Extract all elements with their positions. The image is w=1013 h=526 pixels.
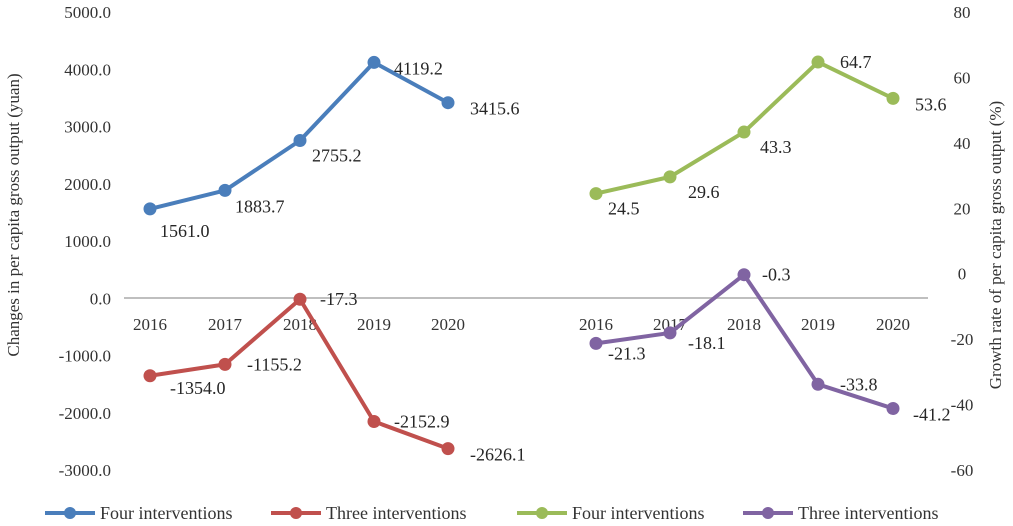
data-point [143,369,157,383]
data-label: 2755.2 [312,146,362,166]
data-label: 1883.7 [235,196,285,216]
data-label: 3415.6 [470,99,520,119]
axes-layer: 5000.0 4000.0 3000.0 2000.0 1000.0 0.0 -1000.0… [4,3,1005,480]
data-point [293,292,307,306]
left-axis-tick-label: 0.0 [90,289,111,308]
right-axis-tick-label: 20 [954,199,971,218]
left-axis-tick-label: -1000.0 [59,347,111,366]
data-label: 64.7 [840,52,872,72]
right-group-x-tick-label: 2019 [801,315,835,334]
legend-swatch-marker [762,507,774,519]
legend-item[interactable]: Four interventions [517,503,705,523]
left-axis-title: Changes in per capita gross output (yuan… [4,73,23,356]
right-axis-tick-label: -20 [951,330,974,349]
data-label: -41.2 [913,404,951,424]
left-axis-tick-label: 4000.0 [64,60,111,79]
data-label: -1354.0 [170,378,226,398]
legend-label: Three interventions [798,503,938,523]
data-point [663,326,677,340]
legend-swatch-marker [536,507,548,519]
series-layer [143,55,900,456]
left-axis-tick-label: 1000.0 [64,232,111,251]
left-group-x-tick-label: 2019 [357,315,391,334]
right-axis-tick-label: -40 [951,396,974,415]
data-point [811,377,825,391]
right-axis-title: Growth rate of per capita gross output (… [986,101,1005,389]
legend-label: Four interventions [572,503,705,523]
data-point [737,125,751,139]
data-point [218,357,232,371]
legend-label: Four interventions [100,503,233,523]
data-point [367,55,381,69]
data-label: 53.6 [915,94,947,114]
data-label: -2152.9 [394,412,450,432]
data-point [218,183,232,197]
data-point [886,91,900,105]
left-axis-tick-label: 3000.0 [64,118,111,137]
left-axis-tick-label: -2000.0 [59,404,111,423]
left-axis-tick-label: 2000.0 [64,175,111,194]
legend-item[interactable]: Four interventions [45,503,233,523]
data-label: -21.3 [608,343,646,363]
data-point [441,442,455,456]
data-point [737,268,751,282]
data-labels-layer: 1561.0 1883.7 2755.2 4119.2 3415.6 -1354.0 -11… [160,52,951,465]
right-group-x-tick-label: 2016 [579,315,613,334]
data-point [589,187,603,201]
data-point [663,170,677,184]
legend-swatch-marker [290,507,302,519]
right-group-x-tick-label: 2020 [876,315,910,334]
data-point [143,202,157,216]
legend-label: Three interventions [326,503,466,523]
data-label: -18.1 [688,333,726,353]
right-group-x-tick-label: 2018 [727,315,761,334]
legend[interactable]: Four interventions Three interventions Fou… [45,503,938,523]
left-group-x-tick-label: 2017 [208,315,243,334]
data-label: -1155.2 [247,354,302,374]
legend-item[interactable]: Three interventions [271,503,466,523]
data-point [589,336,603,350]
data-point [811,55,825,69]
data-label: 29.6 [688,182,720,202]
left-group-x-tick-label: 2020 [431,315,465,334]
data-label: -33.8 [840,374,878,394]
right-axis-tick-label: 60 [954,68,971,87]
data-label: 43.3 [760,137,792,157]
data-label: 24.5 [608,199,640,219]
data-point [441,96,455,110]
data-point [367,415,381,429]
left-group-x-tick-label: 2018 [283,315,317,334]
data-label: 1561.0 [160,221,210,241]
right-axis-tick-label: 80 [954,3,971,22]
right-axis-tick-label: -60 [951,461,974,480]
data-point [293,134,307,148]
legend-item[interactable]: Three interventions [743,503,938,523]
right-axis-tick-label: 40 [954,134,971,153]
data-label: -2626.1 [470,445,526,465]
left-axis-tick-label: 5000.0 [64,3,111,22]
left-group-x-tick-label: 2016 [133,315,167,334]
left-axis-tick-label: -3000.0 [59,461,111,480]
legend-swatch-marker [64,507,76,519]
data-point [886,401,900,415]
data-label: -0.3 [762,265,791,285]
data-label: 4119.2 [394,58,443,78]
data-label: -17.3 [320,289,358,309]
right-axis-tick-label: 0 [958,265,967,284]
right-group-x-tick-label: 2017 [653,315,688,334]
